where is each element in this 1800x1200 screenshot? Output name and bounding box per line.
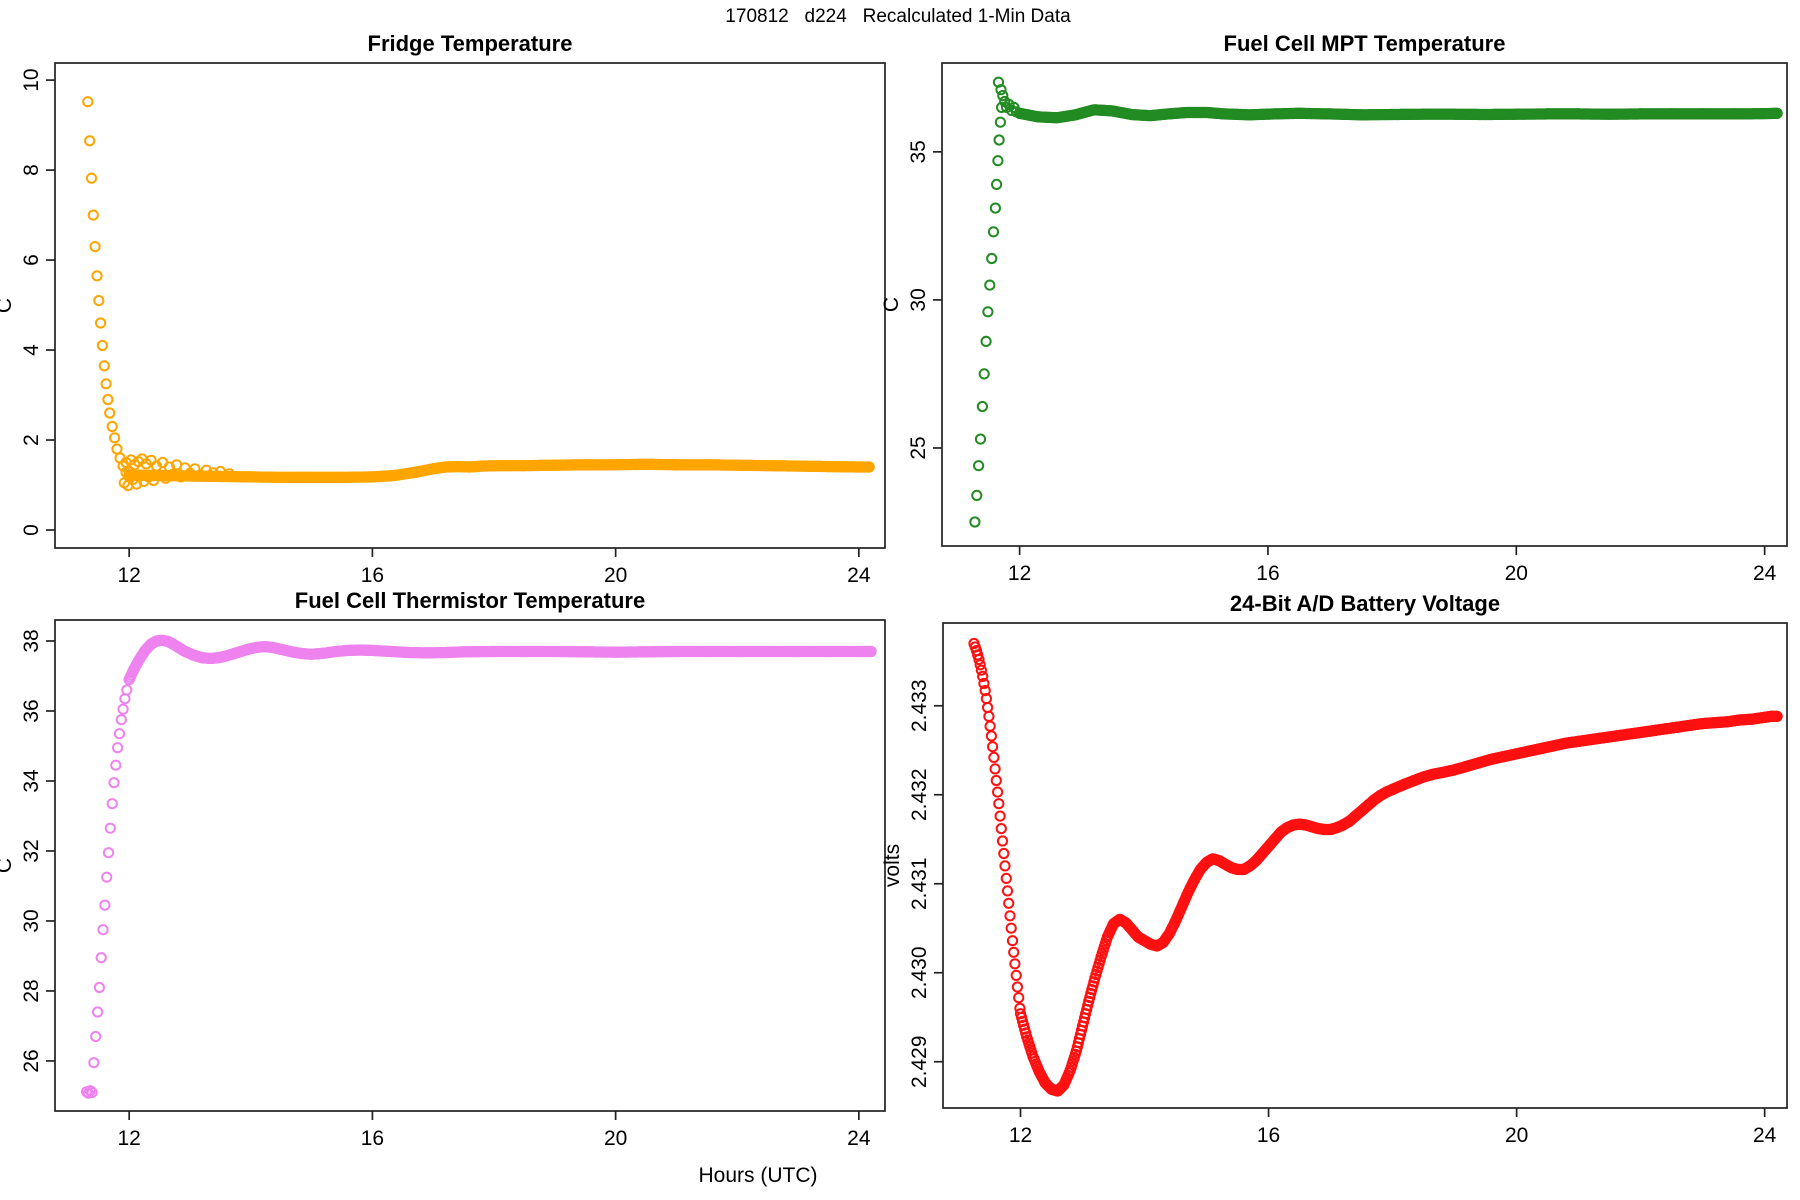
fuel-cell-thermistor-temperature-title: Fuel Cell Thermistor Temperature [295, 588, 645, 613]
figure-main-title: 170812 d224 Recalculated 1-Min Data [725, 6, 1071, 27]
battery-voltage-panel: 24-Bit A/D Battery Voltage volts 12 16 20 24 2… [881, 591, 1788, 1147]
fridge-temperature-y-tick-label: 8 [20, 164, 43, 176]
fuel-cell-thermistor-temperature-plot-border [54, 619, 886, 1112]
fridge-temperature-points [82, 96, 875, 492]
fuel-cell-mpt-temperature-title: Fuel Cell MPT Temperature [1224, 31, 1506, 56]
battery-voltage-y-tick-label: 2.433 [908, 679, 931, 732]
fuel-cell-thermistor-temperature-y-tick-label: 26 [20, 1049, 43, 1072]
fuel-cell-thermistor-temperature-y-tick-label: 32 [20, 839, 43, 862]
fuel-cell-mpt-temperature-y-tick-label: 25 [907, 436, 930, 459]
fuel-cell-mpt-temperature-y-axis-label: C [880, 297, 903, 312]
fridge-temperature-y-tick-label: 2 [20, 434, 43, 446]
fuel-cell-thermistor-temperature-points [81, 634, 877, 1099]
fuel-cell-mpt-temperature-x-tick-label: 12 [1008, 562, 1031, 585]
battery-voltage-x-tick-label: 20 [1505, 1124, 1528, 1147]
fuel-cell-thermistor-temperature-y-tick-label: 36 [20, 699, 43, 722]
shared-x-axis-label: Hours (UTC) [698, 1164, 818, 1187]
fuel-cell-mpt-temperature-x-tick-label: 20 [1505, 562, 1528, 585]
battery-voltage-y-axis-label: volts [881, 844, 904, 887]
fuel-cell-thermistor-temperature-y-tick-label: 30 [20, 909, 43, 932]
fuel-cell-thermistor-temperature-x-tick-label: 20 [604, 1127, 627, 1150]
fridge-temperature-x-tick-label: 20 [604, 564, 627, 587]
fuel-cell-thermistor-temperature-panel: Fuel Cell Thermistor Temperature C 12 16 20 2… [0, 588, 886, 1150]
fridge-temperature-y-tick-label: 6 [20, 254, 43, 266]
fridge-temperature-y-tick-label: 0 [20, 524, 43, 536]
battery-voltage-x-tick-label: 16 [1257, 1124, 1280, 1147]
fridge-temperature-x-tick-label: 16 [361, 564, 384, 587]
fuel-cell-mpt-temperature-y-tick-label: 30 [907, 288, 930, 311]
battery-voltage-points [968, 637, 1783, 1097]
fridge-temperature-y-axis-label: C [0, 298, 16, 313]
fridge-temperature-x-tick-label: 12 [118, 564, 141, 587]
fuel-cell-thermistor-temperature-x-tick-label: 24 [847, 1127, 871, 1150]
fuel-cell-thermistor-temperature-y-tick-label: 34 [20, 769, 43, 793]
fridge-temperature-title: Fridge Temperature [368, 31, 573, 56]
battery-voltage-plot-border [942, 622, 1788, 1109]
battery-voltage-y-tick-label: 2.429 [908, 1035, 931, 1088]
fuel-cell-thermistor-temperature-y-tick-label: 28 [20, 979, 43, 1002]
fuel-cell-mpt-temperature-x-tick-label: 16 [1256, 562, 1279, 585]
battery-voltage-y-tick-label: 2.431 [908, 857, 931, 910]
fuel-cell-thermistor-temperature-x-tick-label: 12 [118, 1127, 141, 1150]
battery-voltage-y-tick-label: 2.430 [908, 946, 931, 999]
fridge-temperature-panel: Fridge TemperatureC121620240246810 [0, 31, 886, 587]
fuel-cell-thermistor-temperature-x-tick-label: 16 [361, 1127, 384, 1150]
fridge-temperature-x-tick-label: 24 [847, 564, 871, 587]
fuel-cell-mpt-temperature-y-tick-label: 35 [907, 140, 930, 163]
fuel-cell-thermistor-temperature-y-axis-label: C [0, 858, 16, 873]
battery-voltage-title: 24-Bit A/D Battery Voltage [1230, 591, 1500, 616]
fuel-cell-mpt-temperature-points [969, 76, 1783, 528]
fridge-temperature-y-tick-label: 10 [20, 68, 43, 91]
fridge-temperature-plot-border [54, 62, 886, 549]
fuel-cell-thermistor-temperature-y-tick-label: 38 [20, 629, 43, 652]
fuel-cell-mpt-temperature-x-tick-label: 24 [1753, 562, 1777, 585]
fuel-cell-mpt-temperature-panel: Fuel Cell MPT Temperature C 12 16 20 24 25 30 35 [880, 31, 1788, 585]
fuel-cell-mpt-temperature-plot-border [941, 62, 1788, 547]
battery-voltage-x-tick-label: 24 [1753, 1124, 1777, 1147]
battery-voltage-y-tick-label: 2.432 [908, 768, 931, 821]
battery-voltage-x-tick-label: 12 [1009, 1124, 1032, 1147]
fridge-temperature-y-tick-label: 4 [20, 344, 43, 356]
